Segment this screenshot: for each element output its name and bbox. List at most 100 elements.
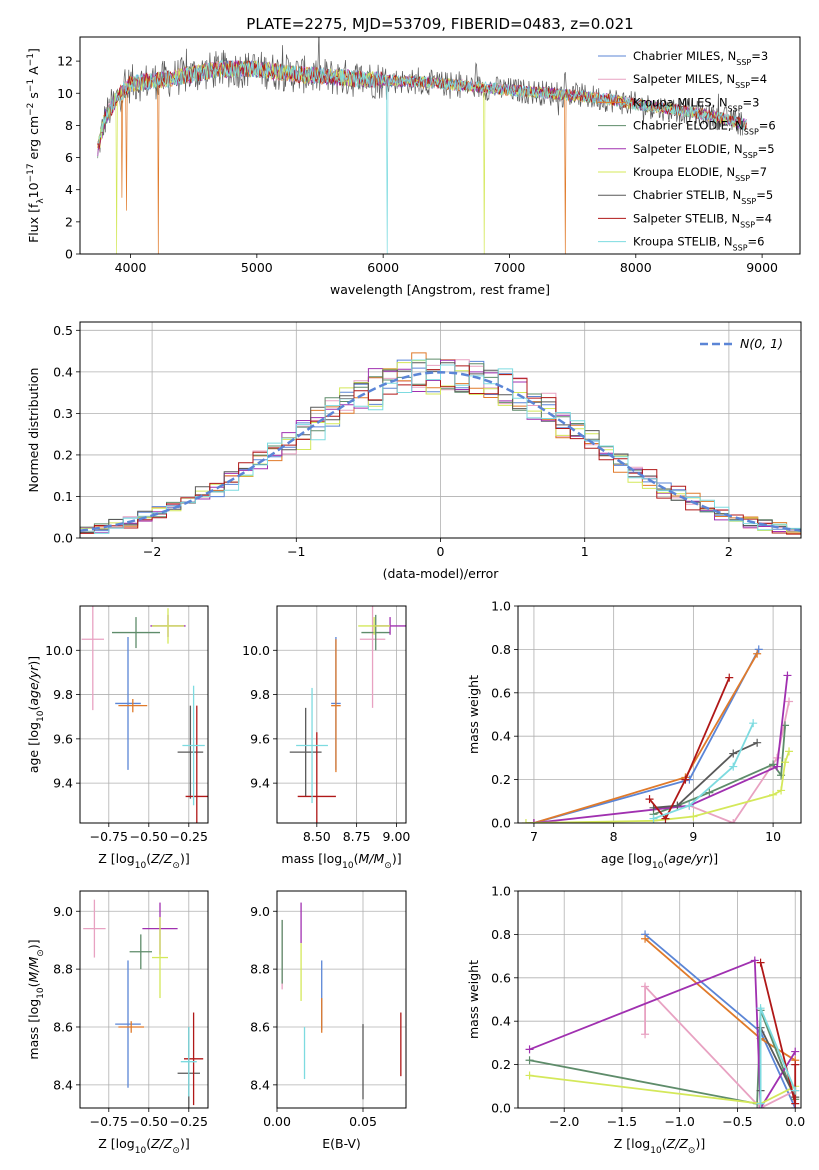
point-mass-vs-Z-1 bbox=[83, 899, 106, 958]
x-tick-label: −0.50 bbox=[130, 1114, 168, 1129]
y-tick-label: 0.2 bbox=[491, 772, 511, 787]
x-axis-label: wavelength [Angstrom, rest frame] bbox=[330, 282, 550, 297]
weight-marker bbox=[756, 958, 765, 967]
x-tick-label: 0.00 bbox=[263, 1114, 291, 1129]
x-tick-label: −0.5 bbox=[722, 1114, 752, 1129]
y-tick-label: 9.8 bbox=[250, 687, 270, 702]
weight-marker bbox=[791, 1047, 800, 1056]
y-tick-label: 12 bbox=[57, 54, 73, 69]
weight-marker bbox=[649, 814, 658, 823]
x-tick-label: −2.0 bbox=[549, 1114, 579, 1129]
x-tick-label: 10 bbox=[765, 829, 781, 844]
weight-marker bbox=[791, 1086, 800, 1095]
y-tick-label: 0.4 bbox=[53, 364, 73, 379]
point-age-vs-mass-1 bbox=[359, 606, 386, 708]
point-age-vs-Z-6 bbox=[177, 705, 204, 799]
legend-entry: Kroupa STELIB, NSSP=6 bbox=[633, 235, 764, 253]
weight-marker bbox=[673, 801, 682, 810]
weight-marker bbox=[641, 982, 650, 991]
y-tick-label: 8.4 bbox=[250, 1077, 270, 1092]
x-tick-label: −2 bbox=[143, 544, 161, 559]
legend-entry: Chabrier ELODIE, NSSP=6 bbox=[633, 119, 776, 137]
point-mass-vs-Z-7 bbox=[184, 1012, 204, 1106]
weight-line-4 bbox=[533, 675, 789, 823]
weight-line-7 bbox=[759, 962, 797, 1104]
point-age-vs-Z-5 bbox=[152, 608, 184, 644]
weight-marker bbox=[725, 673, 734, 682]
weight-marker bbox=[756, 1099, 765, 1108]
x-tick-label: 8.50 bbox=[303, 829, 331, 844]
x-axis-label: age [log10(age/yr)] bbox=[601, 851, 718, 871]
x-tick-label: 1 bbox=[581, 544, 589, 559]
axes-frame bbox=[276, 605, 407, 824]
legend-entry: Chabrier STELIB, NSSP=5 bbox=[633, 188, 773, 206]
axes-residuals: −2 −1 0 1 2 0.0 0.1 0.2 0.3 0.4 0.5 (data-model)/er… bbox=[26, 321, 802, 581]
weight-marker bbox=[729, 819, 738, 823]
weight-line-2 bbox=[533, 653, 758, 823]
x-tick-label: −0.25 bbox=[170, 829, 208, 844]
weight-marker bbox=[749, 719, 758, 728]
axes-age-vs-mass: 8.50 8.75 9.00 9.4 9.6 9.8 10.0 mass [log10(M/M… bbox=[242, 605, 410, 871]
point-age-vs-mass-5 bbox=[358, 617, 391, 635]
axes-age-vs-Z: −0.75 −0.50 −0.25 9.4 9.6 9.8 10.0 Z [log10(Z/Z… bbox=[26, 605, 209, 871]
weight-marker bbox=[525, 1045, 534, 1054]
point-mass-vs-Z-8 bbox=[180, 1026, 197, 1097]
y-tick-label: 9.8 bbox=[53, 687, 73, 702]
weight-marker bbox=[689, 812, 698, 821]
axes-frame bbox=[517, 890, 802, 1109]
x-tick-label: 0 bbox=[437, 544, 445, 559]
axes-frame bbox=[79, 605, 209, 824]
weight-line-4 bbox=[529, 959, 796, 1108]
weight-marker bbox=[641, 1030, 650, 1039]
point-age-vs-mass-2 bbox=[331, 639, 341, 773]
legend-entry: Salpeter MILES, NSSP=4 bbox=[633, 72, 767, 90]
weight-marker bbox=[641, 934, 650, 943]
plot-area-massweight-vs-age bbox=[521, 645, 794, 823]
y-tick-label: 8.8 bbox=[250, 962, 270, 977]
y-tick-label: 4 bbox=[65, 182, 73, 197]
y-tick-label: 2 bbox=[65, 214, 73, 229]
x-tick-label: 0.05 bbox=[349, 1114, 377, 1129]
weight-marker bbox=[791, 1099, 800, 1108]
y-tick-label: 0.8 bbox=[491, 927, 511, 942]
weight-marker bbox=[529, 819, 538, 823]
y-tick-label: 0.6 bbox=[491, 970, 511, 985]
legend-entry: Salpeter STELIB, NSSP=4 bbox=[633, 211, 772, 229]
weight-marker bbox=[681, 775, 690, 784]
y-tick-label: 9.0 bbox=[53, 904, 73, 919]
point-age-vs-Z-1 bbox=[81, 606, 104, 711]
weight-marker bbox=[781, 758, 790, 767]
plot-area-mass-vs-ebv bbox=[281, 902, 402, 1100]
legend-entry: Kroupa ELODIE, NSSP=7 bbox=[633, 165, 767, 183]
point-mass-vs-Z-0 bbox=[115, 960, 141, 1088]
weight-marker bbox=[791, 1060, 800, 1069]
legend-entry: N(0, 1) bbox=[740, 336, 783, 351]
y-tick-label: 9.6 bbox=[53, 731, 73, 746]
x-tick-label: −1 bbox=[287, 544, 305, 559]
y-tick-label: 0.8 bbox=[491, 642, 511, 657]
x-tick-label: −1.0 bbox=[665, 1114, 695, 1129]
point-mass-vs-Z-2 bbox=[118, 1021, 144, 1033]
point-age-vs-mass-8 bbox=[296, 687, 328, 804]
y-tick-label: 0.0 bbox=[491, 816, 511, 831]
y-tick-label: 0.2 bbox=[491, 1057, 511, 1072]
x-axis-label: (data-model)/error bbox=[383, 566, 500, 581]
legend-entry: Salpeter ELODIE, NSSP=5 bbox=[633, 142, 775, 160]
weight-line-8 bbox=[653, 722, 755, 820]
weight-marker bbox=[750, 956, 759, 965]
plot-area-age-vs-Z bbox=[81, 606, 208, 823]
weight-line-1 bbox=[644, 984, 796, 1108]
y-tick-label: 8.6 bbox=[250, 1019, 270, 1034]
axes-frame bbox=[79, 36, 801, 255]
y-tick-label: 9.6 bbox=[250, 731, 270, 746]
x-tick-label: −0.25 bbox=[170, 1114, 208, 1129]
y-tick-label: 9.0 bbox=[250, 904, 270, 919]
weight-marker bbox=[773, 762, 782, 771]
y-axis-label: mass [log10(M/M⊙)] bbox=[26, 939, 46, 1059]
y-tick-label: 9.4 bbox=[250, 776, 270, 791]
y-tick-label: 0 bbox=[65, 247, 73, 262]
y-tick-label: 6 bbox=[65, 150, 73, 165]
spectrum-line-8 bbox=[97, 59, 747, 254]
y-tick-label: 0.6 bbox=[491, 685, 511, 700]
